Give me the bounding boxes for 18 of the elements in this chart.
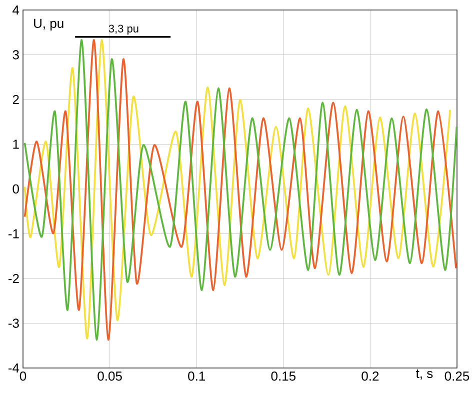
annotation: 3,3 pu xyxy=(108,24,138,35)
y-tick-label: 4 xyxy=(12,6,20,14)
y-tick-label: 3 xyxy=(12,50,19,60)
x-tick-label: 0 xyxy=(20,372,26,381)
x-tick-label: 0.1 xyxy=(188,372,206,381)
y-tick-label: 2 xyxy=(12,94,19,104)
x-tick-label: 0.15 xyxy=(271,372,296,381)
x-axis-title: t, s xyxy=(416,370,433,380)
x-tick-label: 0.05 xyxy=(98,372,122,381)
x-tick-label: 0.25 xyxy=(444,372,470,381)
y-tick-label: 1 xyxy=(13,140,19,149)
y-axis-title: U, pu xyxy=(34,18,64,31)
y-tick-label: 0 xyxy=(12,184,19,194)
y-tick-label: -1 xyxy=(8,229,19,238)
x-tick-label: 0.2 xyxy=(362,372,379,381)
y-tick-label: -2 xyxy=(8,274,19,284)
y-tick-label: -3 xyxy=(8,318,19,328)
y-tick-label: -4 xyxy=(8,364,20,372)
